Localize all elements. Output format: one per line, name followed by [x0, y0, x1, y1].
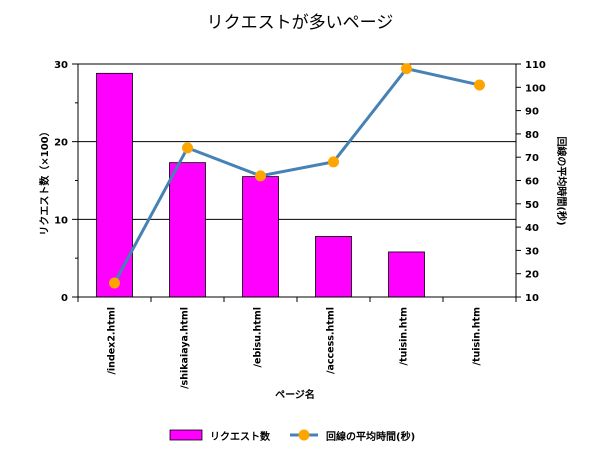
legend-line-label: 回線の平均時間(秒) [326, 430, 415, 443]
category-label: /shikaiaya.html [180, 307, 191, 389]
bar [169, 162, 206, 298]
right-axis-tick-label: 30 [525, 246, 539, 257]
bar [388, 251, 425, 298]
right-axis-tick-label: 20 [525, 270, 539, 281]
bar-series [96, 72, 425, 298]
bar [96, 72, 133, 298]
chart-title: リクエストが多いページ [207, 13, 394, 33]
right-axis-tick-label: 70 [525, 153, 539, 164]
right-axis-tick-label: 50 [525, 200, 539, 211]
left-axis-tick-label: 0 [61, 293, 68, 304]
category-label: /ebisu.html [253, 307, 264, 367]
line-path [113, 66, 480, 284]
left-axis-tick-label: 20 [54, 138, 68, 149]
category-label: /tuisin.htm [399, 307, 410, 366]
right-axis-tick-label: 10 [525, 293, 539, 304]
legend-bar-swatch [169, 429, 203, 441]
line-series [109, 63, 485, 289]
left-axis-tick-label: 30 [54, 60, 68, 71]
right-axis-tick-label: 90 [525, 107, 539, 118]
line-point [401, 63, 412, 75]
left-axis-tick-label: 10 [54, 215, 68, 226]
plot-area [78, 63, 516, 220]
left-axis-title: リクエスト数（×100） [38, 126, 51, 235]
legend-line-marker [298, 429, 310, 441]
x-axis: /index2.html/shikaiaya.html/ebisu.html/a… [77, 296, 517, 389]
right-axis-tick-label: 110 [525, 60, 546, 71]
x-axis-title: ページ名 [275, 388, 315, 401]
right-axis-tick-label: 80 [525, 130, 539, 141]
right-axis: 10 20 30 40 50 60 70 80 90 100 110 [515, 60, 546, 304]
bar [242, 176, 279, 298]
bar [315, 236, 352, 298]
line-point [109, 277, 120, 289]
category-label: /access.html [326, 307, 337, 374]
line-point [474, 79, 485, 91]
right-axis-title: 回線の平均時間(秒) [555, 136, 568, 225]
right-axis-tick-label: 40 [525, 223, 539, 234]
line-point [328, 156, 339, 168]
left-axis: 0 10 20 30 [54, 60, 79, 304]
right-axis-tick-label: 100 [525, 83, 546, 94]
line-point [255, 170, 266, 182]
right-axis-tick-label: 60 [525, 177, 539, 188]
category-label: /index2.html [107, 307, 118, 375]
line-point [182, 142, 193, 154]
legend: リクエスト数 回線の平均時間(秒) [169, 429, 415, 443]
legend-bar-label: リクエスト数 [210, 430, 271, 443]
category-label: /tuisin.htm [472, 307, 483, 366]
